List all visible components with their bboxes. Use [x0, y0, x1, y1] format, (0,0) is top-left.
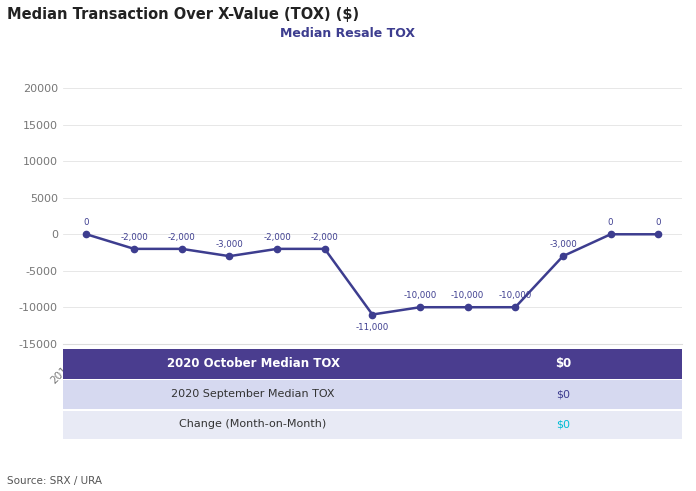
- Text: Change (Month-on-Month): Change (Month-on-Month): [180, 419, 326, 429]
- Text: $0: $0: [556, 419, 570, 429]
- Text: Median Transaction Over X-Value (TOX) ($): Median Transaction Over X-Value (TOX) ($…: [7, 7, 359, 23]
- Text: 0: 0: [84, 218, 89, 227]
- Text: -2,000: -2,000: [120, 233, 148, 242]
- Text: -2,000: -2,000: [263, 233, 291, 242]
- Text: -11,000: -11,000: [356, 323, 389, 332]
- Text: $0: $0: [556, 389, 570, 399]
- Text: 0: 0: [656, 218, 661, 227]
- Text: Source: SRX / URA: Source: SRX / URA: [7, 476, 102, 486]
- Text: -2,000: -2,000: [311, 233, 338, 242]
- Text: -2,000: -2,000: [168, 233, 196, 242]
- Text: -3,000: -3,000: [549, 240, 577, 249]
- Text: -3,000: -3,000: [216, 240, 244, 249]
- Text: 2020 September Median TOX: 2020 September Median TOX: [171, 389, 335, 399]
- Text: 2020 October Median TOX: 2020 October Median TOX: [166, 357, 340, 370]
- Text: -10,000: -10,000: [404, 291, 436, 300]
- Text: -10,000: -10,000: [498, 291, 532, 300]
- Text: -10,000: -10,000: [451, 291, 484, 300]
- Text: 0: 0: [608, 218, 613, 227]
- Text: Median Resale TOX: Median Resale TOX: [280, 27, 416, 40]
- Text: $0: $0: [555, 357, 571, 370]
